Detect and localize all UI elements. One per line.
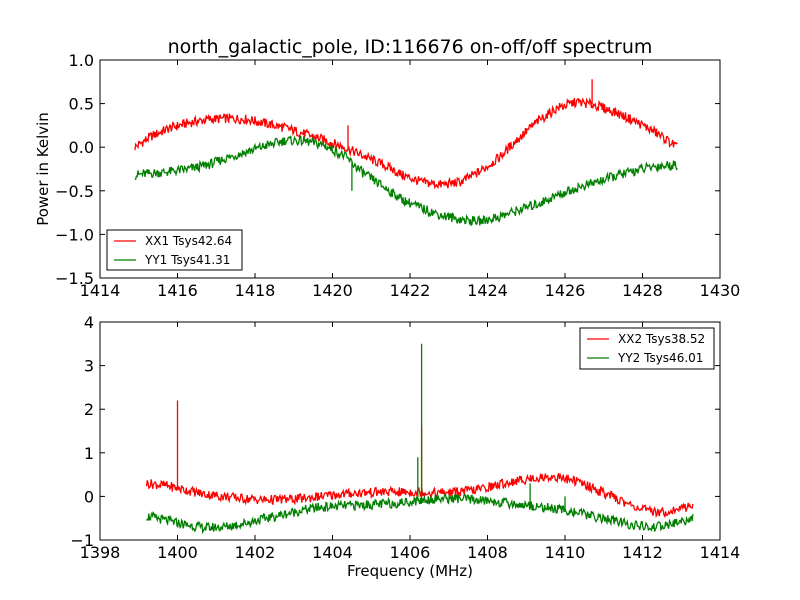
y-tick-label-0-4: 0.5: [69, 95, 94, 114]
y-tick-label-0-3: 0.0: [69, 138, 94, 157]
x-tick-label-0-8: 1430: [700, 281, 741, 300]
x-tick-label-1-3: 1404: [312, 543, 353, 562]
x-tick-label-1-7: 1412: [622, 543, 663, 562]
y-tick-label-1-4: 3: [84, 357, 94, 376]
legend-box-1: [579, 327, 715, 370]
y-tick-label-1-0: −1: [70, 531, 94, 550]
x-tick-label-1-8: 1414: [700, 543, 741, 562]
y-tick-label-1-5: 4: [84, 313, 94, 332]
legend-label-1-0: XX2 Tsys38.52: [618, 332, 705, 346]
legend-box-0: [106, 229, 243, 271]
x-tick-label-0-3: 1420: [312, 281, 353, 300]
legend-label-0-1: YY1 Tsys41.31: [144, 253, 230, 267]
x-tick-label-0-1: 1416: [157, 281, 198, 300]
legend-label-0-0: XX1 Tsys42.64: [145, 234, 232, 248]
y-tick-label-1-1: 0: [84, 487, 94, 506]
series-line-1-1: [146, 343, 694, 535]
legend-1: XX2 Tsys38.52 YY2 Tsys46.01: [579, 327, 715, 370]
x-tick-label-1-4: 1406: [390, 543, 431, 562]
x-tick-label-0-4: 1422: [390, 281, 431, 300]
y-tick-label-0-2: −0.5: [55, 182, 94, 201]
x-tick-label-0-0: 1414: [80, 281, 121, 300]
y-tick-label-0-1: −1.0: [55, 225, 94, 244]
x-tick-label-0-7: 1428: [622, 281, 663, 300]
x-tick-label-1-2: 1402: [235, 543, 276, 562]
x-tick-label-1-5: 1408: [467, 543, 508, 562]
legend-label-1-1: YY2 Tsys46.01: [617, 351, 703, 365]
y-tick-label-1-2: 1: [84, 444, 94, 463]
y-tick-label-0-5: 1.0: [69, 51, 94, 70]
plot-area-1: [145, 343, 694, 535]
series-line-0-1: [134, 135, 678, 227]
top-y-axis-label: Power in Kelvin: [34, 112, 52, 226]
x-tick-label-0-6: 1426: [545, 281, 586, 300]
x-tick-label-0-2: 1418: [235, 281, 276, 300]
x-tick-label-0-5: 1424: [467, 281, 508, 300]
top-panel: 1414 1416 1418 1420 1422 1424 1426 1428 1430 −1.5…: [55, 51, 740, 300]
y-tick-label-0-0: −1.5: [55, 269, 94, 288]
bottom-x-axis-label: Frequency (MHz): [347, 562, 473, 580]
x-tick-label-1-6: 1410: [545, 543, 586, 562]
y-tick-label-1-3: 2: [84, 400, 94, 419]
bottom-panel: 1398 1400 1402 1404 1406 1408 1410 1412 1414 −1 0 1…: [70, 313, 740, 562]
series-line-0-0: [134, 79, 678, 190]
plot-area-0: [134, 79, 678, 227]
x-tick-label-1-1: 1400: [157, 543, 198, 562]
x-tick-label-1-0: 1398: [80, 543, 121, 562]
legend-0: XX1 Tsys42.64 YY1 Tsys41.31: [106, 229, 243, 271]
chart-title: north_galactic_pole, ID:116676 on-off/of…: [168, 36, 653, 58]
